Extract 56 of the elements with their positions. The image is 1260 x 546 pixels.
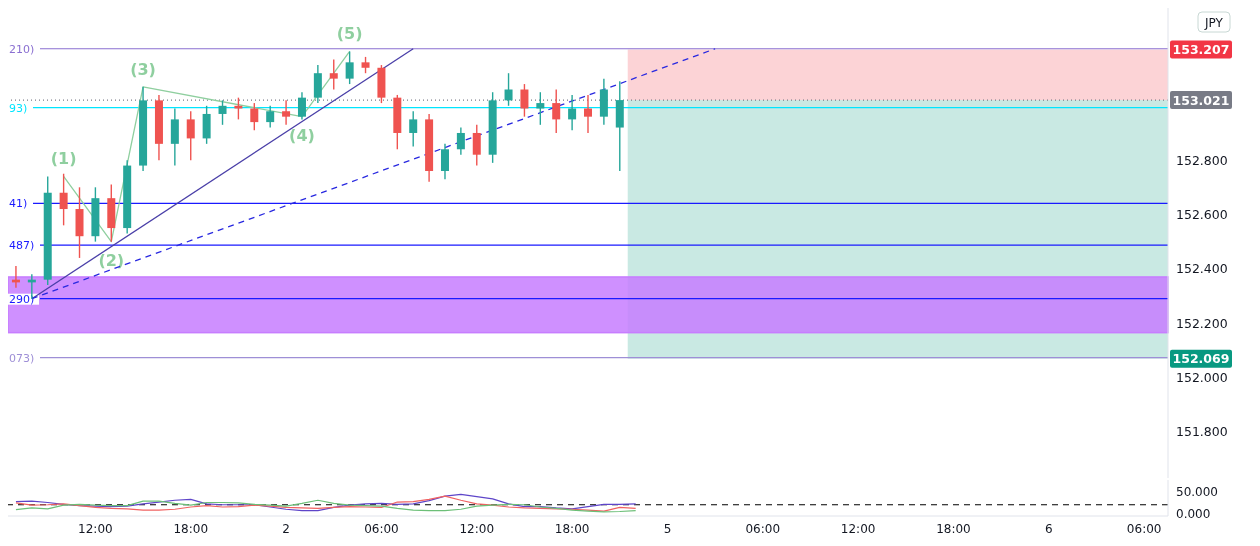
annotation: 210) xyxy=(9,42,35,56)
ref-line-label: 153.021 xyxy=(1172,92,1230,108)
band-label: 152.069 xyxy=(1172,351,1230,367)
candlestick xyxy=(472,124,481,167)
candlestick xyxy=(234,96,243,121)
annotation: 073) xyxy=(9,351,35,365)
x-tick-label: 18:00 xyxy=(936,521,971,536)
candlestick xyxy=(504,72,513,107)
candlestick xyxy=(552,88,561,134)
candlestick xyxy=(282,99,291,126)
y-tick-label: 0.000 xyxy=(1176,507,1211,522)
candlestick xyxy=(266,105,275,129)
x-tick-label: 06:00 xyxy=(745,521,781,536)
y-tick-label: 152.600 xyxy=(1176,206,1228,222)
candlestick xyxy=(297,91,306,121)
y-tick-label: 152.200 xyxy=(1176,315,1228,331)
candlestick xyxy=(584,94,592,134)
annotation: (4) xyxy=(289,125,315,145)
x-tick-label: 06:00 xyxy=(364,521,399,536)
y-tick-label: 50.000 xyxy=(1176,484,1218,499)
candlestick xyxy=(409,110,418,148)
x-tick-label: 6 xyxy=(1045,521,1053,536)
text: JPY xyxy=(1204,15,1224,30)
line-series xyxy=(15,499,637,513)
annotation: 41) xyxy=(9,197,28,211)
x-tick-label: 12:00 xyxy=(459,521,495,536)
candlestick xyxy=(186,110,195,161)
y-tick-label: 152.400 xyxy=(1176,261,1228,277)
candlestick xyxy=(520,83,529,118)
candlestick xyxy=(250,102,259,131)
candlestick xyxy=(218,99,227,126)
x-tick-label: 18:00 xyxy=(554,521,590,536)
x-tick-label: 5 xyxy=(663,521,672,536)
x-tick-label: 18:00 xyxy=(173,521,209,536)
y-tick-label: 151.800 xyxy=(1176,424,1228,440)
band-label: 153.207 xyxy=(1172,42,1230,58)
x-tick-label: 2 xyxy=(282,521,290,536)
annotation: 487) xyxy=(9,239,35,253)
x-tick-label: 06:00 xyxy=(1126,521,1162,536)
candlestick xyxy=(536,91,545,126)
annotation: 290) xyxy=(9,292,35,306)
candlestick xyxy=(59,173,68,227)
annotation: (2) xyxy=(98,250,125,270)
annotation: (3) xyxy=(130,59,156,79)
candlestick xyxy=(456,126,465,156)
candlestick xyxy=(440,143,449,180)
annotation: 93) xyxy=(9,101,28,115)
annotation: (5) xyxy=(336,24,363,44)
candlestick xyxy=(568,94,577,131)
y-tick-label: 152.800 xyxy=(1176,152,1228,168)
candlestick xyxy=(345,50,354,85)
candlestick xyxy=(329,58,338,91)
x-tick-label: 12:00 xyxy=(78,521,113,536)
y-tick-label: 152.000 xyxy=(1176,369,1228,385)
annotation: (1) xyxy=(50,149,77,169)
x-tick-label: 12:00 xyxy=(840,521,876,536)
